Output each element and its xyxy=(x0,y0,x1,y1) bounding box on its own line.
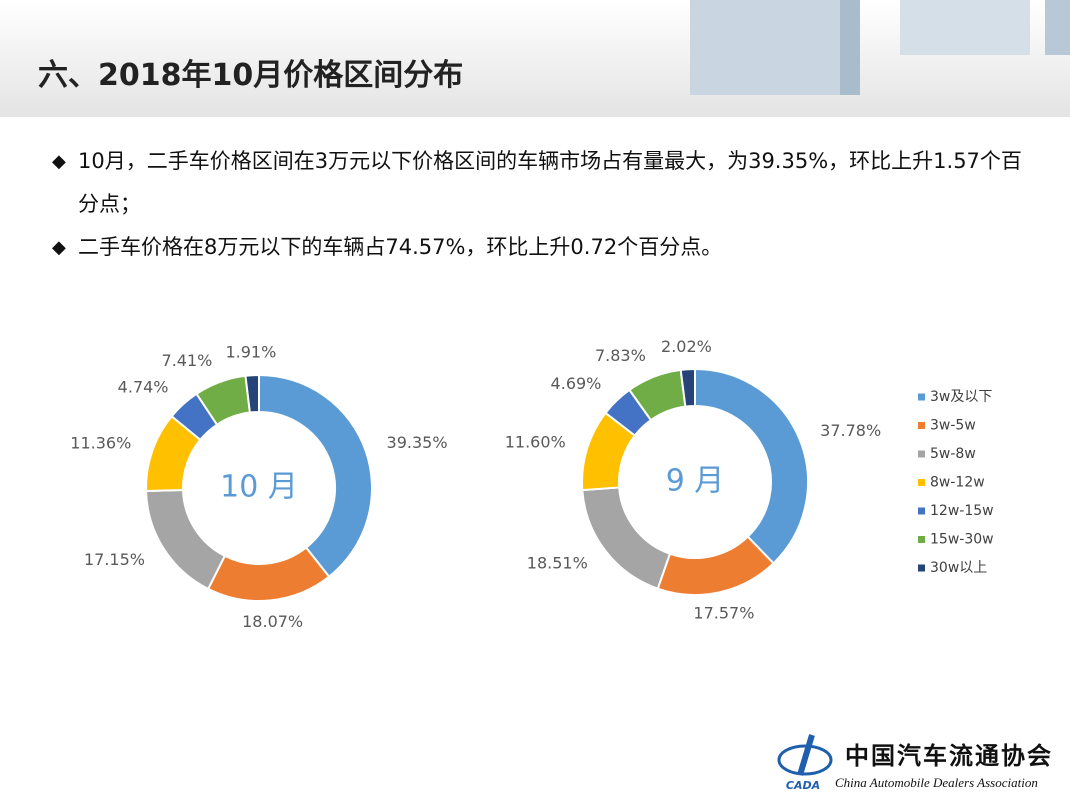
data-label: 18.07% xyxy=(242,612,303,631)
data-label: 2.02% xyxy=(661,337,712,356)
donut-segment xyxy=(656,535,775,596)
header-decoration xyxy=(690,0,1070,95)
logo-text: CADA xyxy=(786,779,820,792)
legend-swatch xyxy=(918,422,925,429)
slide-title: 六、2018年10月价格区间分布 xyxy=(38,58,464,93)
donut-segment xyxy=(244,373,260,414)
logo-ring xyxy=(777,744,833,776)
org-name-cn: 中国汽车流通协会 xyxy=(845,742,1053,770)
legend-label: 30w以上 xyxy=(930,560,987,576)
data-label: 7.41% xyxy=(162,351,213,370)
data-label: 18.51% xyxy=(527,554,588,573)
data-label: 4.69% xyxy=(551,374,602,393)
deco-box xyxy=(1045,0,1070,55)
data-label: 11.36% xyxy=(70,434,131,453)
data-label: 4.74% xyxy=(118,377,169,396)
logo-stroke xyxy=(797,734,815,776)
deco-box xyxy=(900,0,1030,55)
data-label: 1.91% xyxy=(225,343,276,362)
legend-swatch xyxy=(918,479,925,486)
donut-segment xyxy=(679,367,696,408)
data-label: 7.83% xyxy=(595,346,646,365)
bullet: ◆ 二手车价格在8万元以下的车辆占74.57%，环比上升0.72个百分点。 xyxy=(52,226,1032,269)
legend-swatch xyxy=(918,536,925,543)
donut-segment xyxy=(581,486,672,590)
data-label: 39.35% xyxy=(387,433,448,452)
center-label: 10 月 xyxy=(220,470,298,505)
legend-swatch xyxy=(918,507,925,515)
legend-swatch xyxy=(918,393,925,401)
legend-label: 15w-30w xyxy=(930,532,994,548)
logo: CADA 中国汽车流通协会 China Automobile Dealers A… xyxy=(777,734,1053,792)
legend-label: 5w-8w xyxy=(930,446,976,462)
data-label: 37.78% xyxy=(820,421,881,440)
bullet-text: 10月，二手车价格区间在3万元以下价格区间的车辆市场占有量最大，为39.35%，… xyxy=(78,149,1022,216)
center-label: 9 月 xyxy=(666,464,725,499)
legend-swatch xyxy=(918,450,925,458)
donut-segment xyxy=(258,373,373,579)
legend-label: 8w-12w xyxy=(930,475,985,491)
legend-label: 3w-5w xyxy=(930,418,976,434)
donut-segment xyxy=(145,488,227,591)
bullet: ◆ 10月，二手车价格区间在3万元以下价格区间的车辆市场占有量最大，为39.35%… xyxy=(52,140,1032,226)
data-label: 17.57% xyxy=(693,603,754,622)
deco-box xyxy=(690,0,840,95)
donut-segment xyxy=(694,367,809,565)
org-name-en: China Automobile Dealers Association xyxy=(835,775,1038,790)
legend-swatch xyxy=(918,564,925,572)
data-label: 17.15% xyxy=(84,550,145,569)
deco-box xyxy=(840,0,860,95)
bullet-text: 二手车价格在8万元以下的车辆占74.57%，环比上升0.72个百分点。 xyxy=(78,235,723,259)
header-band xyxy=(0,0,1070,117)
donut-segment xyxy=(206,546,331,602)
legend-label: 12w-15w xyxy=(930,503,994,519)
legend-label: 3w及以下 xyxy=(930,389,992,405)
data-label: 11.60% xyxy=(505,433,566,452)
